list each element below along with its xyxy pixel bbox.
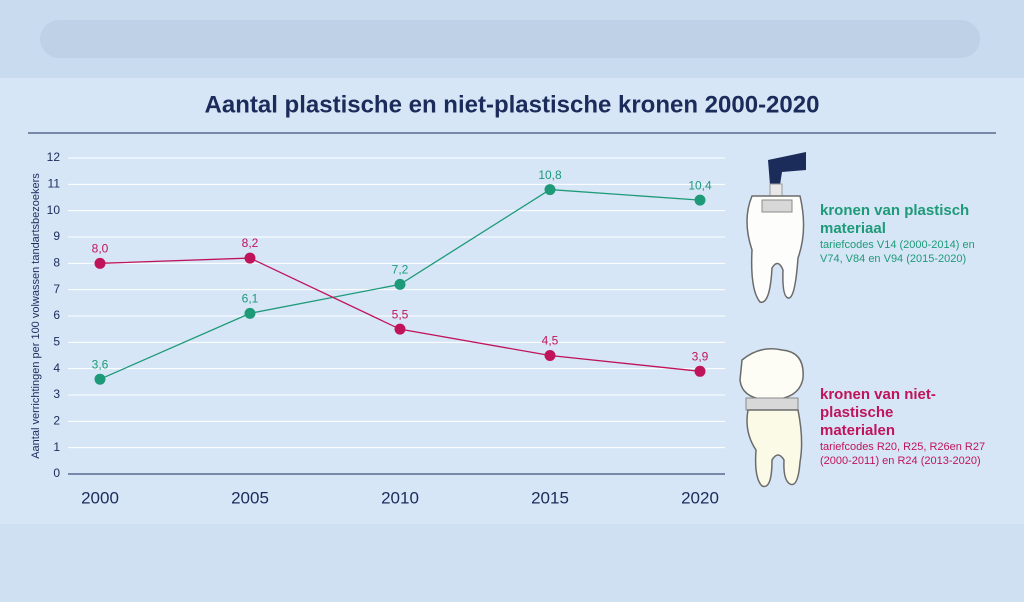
x-tick-label: 2020 bbox=[681, 488, 719, 507]
y-tick-label: 12 bbox=[47, 150, 61, 164]
data-label: 4,5 bbox=[542, 334, 559, 348]
y-tick-label: 4 bbox=[53, 361, 60, 375]
data-point bbox=[694, 365, 706, 377]
y-axis-label: Aantal verrichtingen per 100 volwassen t… bbox=[30, 173, 42, 459]
y-tick-label: 3 bbox=[53, 387, 60, 401]
data-point bbox=[244, 252, 256, 264]
data-point bbox=[544, 184, 556, 196]
y-tick-label: 11 bbox=[48, 177, 61, 191]
data-label: 3,9 bbox=[692, 349, 709, 363]
data-point bbox=[394, 278, 406, 290]
chart-title: Aantal plastische en niet-plastische kro… bbox=[205, 91, 820, 118]
x-tick-label: 2010 bbox=[381, 488, 419, 507]
data-point bbox=[694, 194, 706, 206]
legend-description: tariefcodes R20, R25, R26en R27 (2000-20… bbox=[820, 441, 986, 467]
y-tick-label: 7 bbox=[53, 282, 60, 296]
y-tick-label: 2 bbox=[53, 414, 60, 428]
legend-description: tariefcodes V14 (2000-2014) en V74, V84 … bbox=[820, 239, 975, 265]
x-tick-label: 2000 bbox=[81, 488, 119, 507]
y-tick-label: 8 bbox=[53, 256, 60, 270]
y-tick-label: 6 bbox=[53, 308, 60, 322]
tooth-nonplastic-icon bbox=[739, 348, 804, 488]
data-label: 10,4 bbox=[688, 178, 712, 192]
data-label: 6,1 bbox=[242, 292, 259, 306]
data-point bbox=[94, 373, 106, 385]
data-point bbox=[94, 257, 106, 269]
legend-name: kronen van niet-plastische materialen bbox=[820, 386, 936, 439]
blurred-footer bbox=[0, 524, 1024, 602]
data-label: 8,2 bbox=[242, 236, 259, 250]
y-tick-label: 1 bbox=[53, 440, 60, 454]
data-label: 10,8 bbox=[538, 168, 562, 182]
panel bbox=[0, 78, 1024, 524]
blurred-header-text bbox=[40, 20, 980, 58]
x-tick-label: 2005 bbox=[231, 488, 269, 507]
data-label: 5,5 bbox=[392, 307, 409, 321]
y-tick-label: 9 bbox=[53, 229, 60, 243]
y-tick-label: 5 bbox=[53, 335, 60, 349]
legend-item: kronen van niet-plastische materialen ta… bbox=[820, 386, 1000, 468]
legend-name: kronen van plastisch materiaal bbox=[820, 202, 970, 237]
legend-item: kronen van plastisch materiaal tariefcod… bbox=[820, 202, 1000, 266]
data-label: 7,2 bbox=[392, 263, 409, 277]
data-point bbox=[244, 307, 256, 319]
x-tick-label: 2015 bbox=[531, 488, 569, 507]
y-tick-label: 0 bbox=[53, 466, 60, 480]
data-label: 3,6 bbox=[92, 357, 109, 371]
data-point bbox=[394, 323, 406, 335]
data-label: 8,0 bbox=[92, 242, 109, 256]
y-tick-label: 10 bbox=[47, 203, 61, 217]
tooth-plastic-icon bbox=[746, 152, 806, 303]
data-point bbox=[544, 350, 556, 361]
